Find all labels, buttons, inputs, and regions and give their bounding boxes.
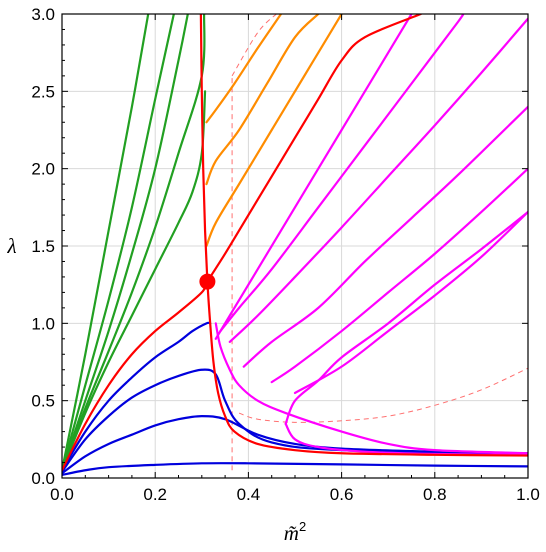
y-tick-label: 0.0 (31, 469, 55, 488)
y-axis-label: λ (6, 234, 16, 258)
x-tick-label: 0.8 (423, 485, 447, 504)
y-tick-label: 2.5 (31, 82, 55, 101)
dashed-reference-line (238, 367, 528, 423)
series-line-red (62, 14, 422, 472)
series-line-red (199, 14, 528, 457)
series-line-blue (62, 462, 528, 477)
x-tick-label: 0.0 (50, 485, 74, 504)
series-line-magenta (284, 210, 528, 425)
series-line-magenta (242, 105, 528, 368)
series-line-magenta (214, 322, 528, 455)
series-line-magenta (214, 14, 413, 340)
y-tick-label: 1.0 (31, 314, 55, 333)
x-tick-label: 0.6 (330, 485, 354, 504)
series-line-green (62, 14, 150, 472)
series-lines (62, 14, 528, 477)
x-tick-label: 0.4 (237, 485, 261, 504)
ticks (61, 13, 529, 479)
x-tick-label: 0.2 (143, 485, 167, 504)
series-line-blue (62, 321, 212, 472)
tick-labels: 0.0 0.2 0.4 0.6 0.8 1.0 0.0 0.5 1.0 1.5 2.0 2.5 3.0 (31, 5, 539, 504)
x-axis-label: m̃2 (284, 519, 306, 545)
y-tick-label: 0.5 (31, 392, 55, 411)
series-line-green (62, 14, 189, 472)
series-line-green (62, 14, 175, 472)
series-line-green (62, 14, 206, 472)
series-line-blue (62, 368, 528, 473)
x-axis-label-main: m̃ (284, 521, 299, 545)
marker-layer (199, 273, 216, 290)
grid (61, 13, 529, 479)
series-line-magenta (293, 210, 528, 395)
x-tick-label: 1.0 (516, 485, 540, 504)
series-line-orange (205, 14, 343, 248)
series-line-magenta (270, 167, 528, 384)
series-line-orange (205, 14, 320, 186)
series-line-orange (205, 14, 283, 124)
y-tick-label: 1.5 (31, 237, 55, 256)
series-line-blue (62, 415, 528, 475)
y-tick-label: 2.0 (31, 160, 55, 179)
critical-point-marker (199, 273, 216, 290)
y-tick-label: 3.0 (31, 5, 55, 24)
dashed-reference-lines (231, 14, 528, 471)
series-line-green (62, 90, 207, 472)
x-axis-label-sup: 2 (299, 519, 306, 534)
dashed-reference-line (231, 14, 277, 77)
series-line-magenta (219, 14, 465, 333)
series-line-magenta (228, 17, 528, 343)
